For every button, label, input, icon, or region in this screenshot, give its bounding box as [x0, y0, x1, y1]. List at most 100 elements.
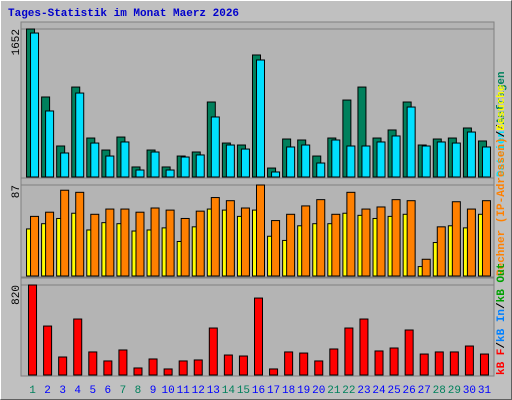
legend-entry: Dateien [496, 131, 508, 177]
x-tick-label: 16 [252, 385, 265, 397]
bar [178, 360, 188, 376]
bar [118, 349, 128, 376]
x-tick-label: 9 [150, 385, 157, 397]
x-tick-label: 2 [44, 385, 51, 397]
bar [361, 145, 371, 178]
bar [434, 351, 444, 376]
bar [120, 208, 130, 277]
bar [210, 116, 220, 178]
bar [45, 211, 55, 277]
bar [449, 351, 459, 376]
bar [58, 356, 68, 376]
legend-separator: / [496, 130, 508, 137]
x-tick-label: 5 [89, 385, 96, 397]
legend-entry: Rechner (IP-Adressen) [496, 137, 508, 276]
bar [195, 210, 205, 277]
bar [376, 141, 386, 178]
legend-entry: Besuche [496, 84, 508, 131]
x-tick-label: 24 [372, 385, 386, 397]
legend: Rechner (IP-Adressen)/Besuche [496, 84, 508, 276]
y-tick-label: 87 [11, 185, 23, 198]
legend-separator: / [496, 124, 508, 131]
bar [73, 318, 83, 376]
bar [223, 354, 233, 376]
bar [88, 351, 98, 376]
bar [316, 162, 326, 178]
bar [346, 145, 356, 178]
bar [361, 208, 371, 277]
x-tick-label: 11 [177, 385, 191, 397]
bar [105, 208, 115, 277]
x-tick-label: 10 [162, 385, 175, 397]
bar [329, 348, 339, 376]
bar [45, 110, 55, 178]
legend-entry: kB F [496, 349, 508, 375]
bar [301, 144, 311, 178]
y-tick-label: 1652 [11, 29, 23, 55]
bar [150, 151, 160, 178]
bar [451, 201, 461, 277]
bar [163, 368, 173, 376]
bar [180, 156, 190, 178]
bar [120, 141, 130, 178]
bar [28, 284, 38, 376]
bar [30, 215, 40, 277]
bar [346, 191, 356, 277]
x-tick-label: 4 [74, 385, 81, 397]
x-tick-label: 25 [387, 385, 400, 397]
bar [75, 92, 85, 178]
bar [43, 325, 53, 376]
legend-entry: kB Out [496, 263, 508, 303]
bar [406, 200, 416, 277]
bar [376, 206, 386, 277]
bar [208, 327, 218, 376]
bar [286, 146, 296, 178]
x-tick-label: 7 [120, 385, 127, 397]
y-tick-label: 820 [11, 285, 23, 305]
x-tick-label: 12 [192, 385, 205, 397]
bar [419, 353, 429, 376]
bar [436, 226, 446, 277]
bar [254, 297, 263, 376]
bar [135, 169, 145, 178]
x-tick-label: 8 [135, 385, 142, 397]
x-tick-label: 30 [463, 385, 476, 397]
legend-entry: Anfragen [496, 71, 508, 124]
x-tick-label: 27 [418, 385, 431, 397]
bar [479, 353, 489, 376]
x-tick-label: 14 [222, 385, 236, 397]
legend-separator: / [496, 342, 508, 349]
x-tick-label: 6 [105, 385, 112, 397]
x-tick-label: 18 [282, 385, 295, 397]
bar [256, 59, 265, 178]
bar [466, 208, 476, 277]
bar [451, 142, 461, 178]
x-tick-label: 20 [312, 385, 325, 397]
bar [299, 352, 309, 376]
chart-title: Tages-Statistik im Monat Maerz 2026 [8, 8, 239, 20]
x-tick-label: 19 [297, 385, 310, 397]
x-tick-label: 22 [342, 385, 355, 397]
bar [464, 345, 474, 376]
bar [165, 169, 175, 178]
bar [301, 205, 311, 277]
x-tick-label: 28 [433, 385, 446, 397]
bar [316, 199, 326, 277]
bar [436, 141, 446, 178]
bar [60, 152, 70, 178]
bar [210, 197, 220, 277]
bar [90, 142, 100, 178]
bar [331, 139, 341, 178]
bar [240, 207, 250, 277]
bar [391, 135, 401, 178]
x-tick-label: 15 [237, 385, 250, 397]
bar [359, 318, 369, 376]
bar [75, 191, 85, 277]
bar [135, 211, 145, 277]
bar [406, 106, 416, 178]
bar [165, 209, 175, 277]
x-tick-label: 1 [29, 385, 36, 397]
bar [314, 360, 324, 376]
